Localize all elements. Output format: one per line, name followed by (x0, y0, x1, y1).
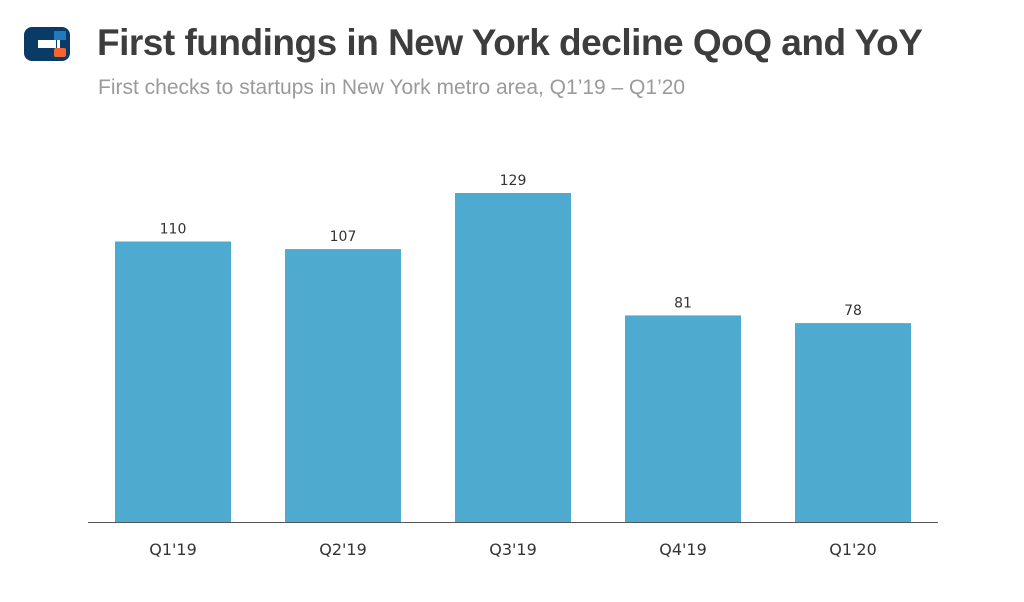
x-tick-label: Q3'19 (489, 540, 537, 559)
bar-q120 (795, 323, 911, 522)
logo-bar (38, 40, 56, 48)
logo-bottom-block (54, 48, 66, 57)
data-label: 110 (160, 222, 187, 238)
data-label: 107 (330, 229, 357, 245)
bar-q119 (115, 241, 231, 522)
data-label: 129 (500, 173, 527, 189)
x-tick-label: Q4'19 (659, 540, 707, 559)
x-tick-label: Q1'19 (149, 540, 197, 559)
logo-top-block (54, 31, 66, 40)
bar-q419 (625, 315, 741, 522)
data-label: 78 (844, 303, 862, 319)
data-label: 81 (674, 295, 692, 311)
x-tick-label: Q2'19 (319, 540, 367, 559)
chart-subtitle: First checks to startups in New York met… (98, 76, 686, 99)
bar-q319 (455, 193, 571, 522)
x-tick-label: Q1'20 (829, 540, 877, 559)
chart-title: First fundings in New York decline QoQ a… (97, 22, 923, 63)
logo-divider (57, 40, 60, 48)
bar-q219 (285, 249, 401, 522)
crunchbase-logo-icon (24, 27, 70, 61)
